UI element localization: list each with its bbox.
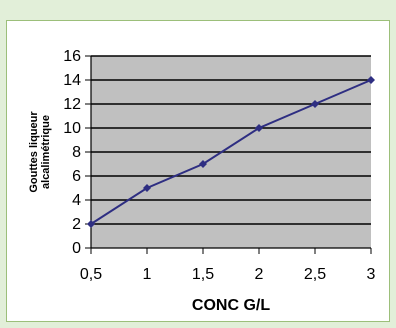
x-tick-label-1: 1 [143, 266, 152, 283]
y-tick-label-0: 0 [72, 240, 81, 257]
y-tick-label-6: 12 [63, 96, 81, 113]
x-axis-label: CONC G/L [192, 297, 270, 314]
y-tick-label-8: 16 [63, 48, 81, 65]
data-point-1 [143, 184, 151, 192]
y-tick-label-3: 6 [72, 168, 81, 185]
data-point-5 [367, 76, 375, 84]
y-tick-label-7: 14 [63, 72, 81, 89]
y-tick-label-5: 10 [63, 120, 81, 137]
x-tick-label-3: 2 [255, 266, 264, 283]
y-axis-label-line2: alcalimétrique [40, 115, 52, 189]
y-axis-label-line1: Gouttes liqueur [28, 111, 40, 193]
series-line [90, 79, 372, 225]
data-point-2 [199, 160, 207, 168]
data-point-4 [311, 100, 319, 108]
x-tick-label-4: 2,5 [304, 266, 326, 283]
y-tick-label-2: 4 [72, 192, 81, 209]
y-tick-label-1: 2 [72, 216, 81, 233]
data-point-0 [87, 220, 95, 228]
x-tick-label-2: 1,5 [192, 266, 214, 283]
x-tick-label-5: 3 [367, 266, 376, 283]
y-tick-label-4: 8 [72, 144, 81, 161]
data-point-3 [255, 124, 263, 132]
x-tick-label-0: 0,5 [80, 266, 102, 283]
